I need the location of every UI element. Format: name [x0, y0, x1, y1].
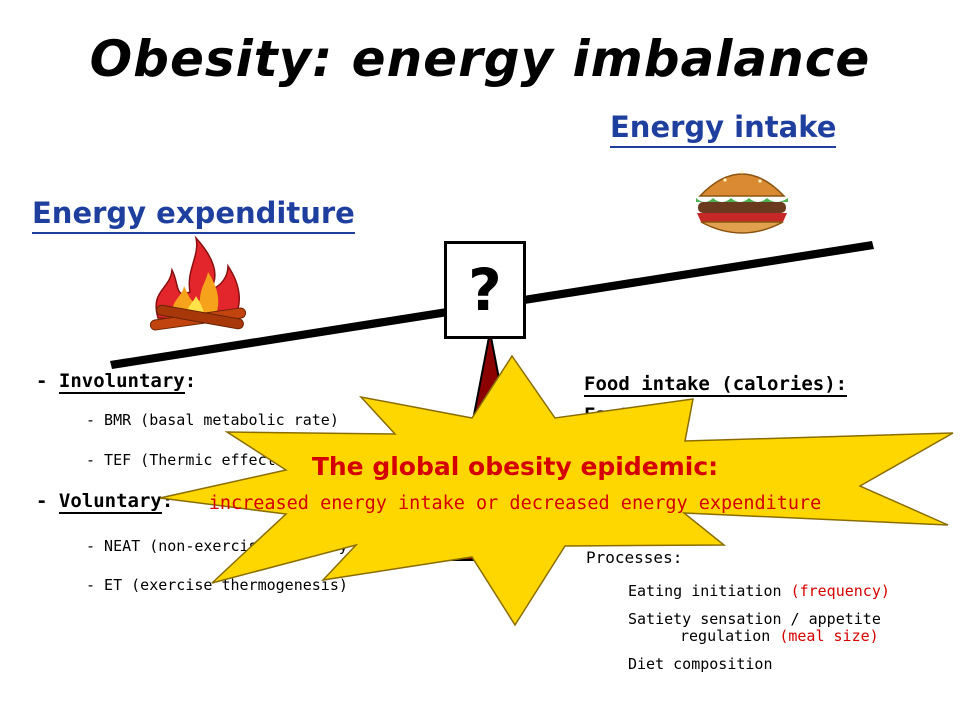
- involuntary-label: Involuntary: [58, 370, 185, 394]
- meal-size-note: (meal size): [779, 627, 879, 645]
- bmr-item: - BMR (basal metabolic rate): [86, 411, 339, 429]
- voluntary-line: - Voluntary:: [36, 490, 174, 514]
- et-item: - ET (exercise thermogenesis): [86, 576, 348, 594]
- page-title: Obesity: energy imbalance: [89, 30, 871, 88]
- frequency-note: (frequency): [790, 582, 890, 600]
- starburst-shape: [159, 354, 954, 627]
- food-intake-label: Food intake (calories):: [584, 373, 848, 397]
- burst-title: The global obesity epidemic:: [311, 452, 719, 481]
- diet-composition-item: Diet composition: [628, 655, 773, 673]
- fire-icon: [149, 235, 247, 331]
- involuntary-dash: -: [36, 370, 48, 392]
- energy-expenditure-heading: Energy expenditure: [32, 196, 355, 234]
- voluntary-colon: :: [161, 490, 174, 512]
- eating-initiation-text: Eating initiation: [628, 582, 782, 600]
- voluntary-dash: -: [36, 490, 48, 512]
- involuntary-line: - Involuntary:: [36, 370, 197, 394]
- regulation-item: regulation (meal size): [680, 627, 879, 645]
- eating-initiation-item: Eating initiation (frequency): [628, 582, 890, 600]
- burger-icon: [696, 170, 788, 234]
- voluntary-label: Voluntary: [58, 490, 162, 514]
- satiety-item: Satiety sensation / appetite: [628, 610, 881, 628]
- regulation-text: regulation: [680, 627, 771, 645]
- question-box: ?: [444, 241, 526, 339]
- burst-subtitle: increased energy intake or decreased ene…: [208, 493, 822, 514]
- processes-label: Processes:: [586, 548, 683, 567]
- energy-intake-heading: Energy intake: [610, 110, 837, 148]
- involuntary-colon: :: [184, 370, 197, 392]
